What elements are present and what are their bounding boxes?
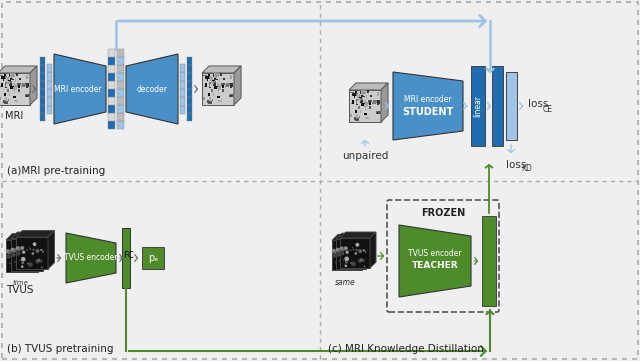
FancyBboxPatch shape [117, 97, 124, 105]
FancyBboxPatch shape [377, 92, 380, 96]
FancyBboxPatch shape [214, 75, 217, 79]
FancyBboxPatch shape [482, 216, 496, 306]
Text: FC: FC [124, 251, 134, 260]
Circle shape [343, 264, 348, 269]
Text: KD: KD [521, 164, 532, 173]
FancyBboxPatch shape [360, 100, 363, 103]
FancyBboxPatch shape [230, 83, 233, 87]
FancyBboxPatch shape [365, 102, 369, 104]
Text: TVUS: TVUS [6, 285, 34, 295]
FancyBboxPatch shape [4, 93, 6, 96]
Circle shape [349, 249, 351, 251]
Circle shape [348, 248, 349, 249]
Circle shape [340, 258, 345, 262]
Circle shape [348, 251, 349, 253]
FancyBboxPatch shape [220, 73, 222, 76]
Circle shape [30, 252, 32, 254]
Circle shape [344, 251, 346, 253]
FancyBboxPatch shape [6, 77, 8, 81]
Circle shape [358, 249, 362, 253]
FancyBboxPatch shape [361, 95, 363, 97]
FancyBboxPatch shape [47, 81, 52, 89]
Text: FROZEN: FROZEN [421, 208, 465, 218]
FancyBboxPatch shape [4, 101, 8, 104]
Circle shape [355, 252, 357, 255]
Circle shape [341, 252, 344, 253]
FancyBboxPatch shape [376, 111, 378, 114]
FancyBboxPatch shape [108, 81, 115, 89]
Text: same: same [335, 278, 355, 287]
Circle shape [351, 250, 353, 252]
FancyBboxPatch shape [206, 76, 209, 78]
FancyBboxPatch shape [208, 101, 211, 103]
Circle shape [343, 259, 344, 261]
FancyBboxPatch shape [350, 92, 354, 93]
FancyBboxPatch shape [0, 97, 1, 100]
Text: (a)MRI pre-training: (a)MRI pre-training [7, 166, 105, 176]
FancyBboxPatch shape [26, 95, 29, 97]
Circle shape [337, 259, 341, 264]
FancyBboxPatch shape [108, 57, 115, 65]
FancyBboxPatch shape [230, 77, 232, 78]
Text: STUDENT: STUDENT [403, 107, 454, 117]
Circle shape [354, 260, 358, 264]
FancyBboxPatch shape [492, 66, 503, 146]
FancyBboxPatch shape [4, 74, 6, 76]
Circle shape [332, 254, 336, 258]
Text: TVUS encoder: TVUS encoder [64, 253, 118, 262]
FancyBboxPatch shape [369, 106, 371, 109]
FancyBboxPatch shape [40, 73, 45, 81]
Circle shape [6, 255, 10, 258]
FancyBboxPatch shape [40, 65, 45, 73]
Circle shape [351, 262, 356, 266]
Circle shape [358, 260, 361, 263]
FancyBboxPatch shape [218, 96, 220, 98]
FancyBboxPatch shape [1, 83, 3, 87]
Circle shape [28, 244, 31, 248]
FancyBboxPatch shape [205, 75, 209, 79]
FancyBboxPatch shape [10, 75, 13, 79]
Circle shape [36, 268, 38, 270]
Circle shape [26, 253, 29, 256]
Text: MRI encoder: MRI encoder [54, 84, 102, 93]
Circle shape [16, 258, 20, 263]
FancyBboxPatch shape [108, 97, 115, 105]
Circle shape [19, 253, 20, 254]
FancyBboxPatch shape [359, 94, 360, 97]
Polygon shape [362, 234, 368, 270]
Polygon shape [381, 83, 388, 122]
FancyBboxPatch shape [211, 90, 213, 92]
Circle shape [337, 267, 339, 269]
FancyBboxPatch shape [230, 87, 232, 88]
FancyBboxPatch shape [25, 95, 28, 97]
FancyBboxPatch shape [9, 93, 10, 96]
FancyBboxPatch shape [13, 87, 17, 90]
Circle shape [21, 251, 23, 252]
FancyBboxPatch shape [27, 94, 30, 97]
FancyBboxPatch shape [217, 88, 219, 89]
Circle shape [12, 265, 14, 267]
FancyBboxPatch shape [6, 81, 10, 84]
Circle shape [11, 268, 13, 271]
FancyBboxPatch shape [362, 95, 364, 96]
FancyBboxPatch shape [40, 81, 45, 89]
Circle shape [346, 255, 349, 257]
Circle shape [337, 263, 340, 266]
Circle shape [35, 251, 37, 252]
Circle shape [344, 249, 345, 251]
FancyBboxPatch shape [364, 100, 366, 103]
Circle shape [337, 250, 340, 253]
Polygon shape [332, 234, 368, 240]
Circle shape [350, 262, 352, 264]
FancyBboxPatch shape [108, 89, 115, 97]
Polygon shape [0, 66, 37, 73]
FancyBboxPatch shape [209, 84, 210, 88]
FancyBboxPatch shape [214, 73, 217, 77]
Circle shape [21, 255, 24, 258]
Circle shape [344, 246, 348, 250]
FancyBboxPatch shape [360, 110, 362, 113]
FancyBboxPatch shape [108, 73, 115, 81]
Circle shape [26, 249, 28, 251]
FancyBboxPatch shape [364, 104, 368, 107]
